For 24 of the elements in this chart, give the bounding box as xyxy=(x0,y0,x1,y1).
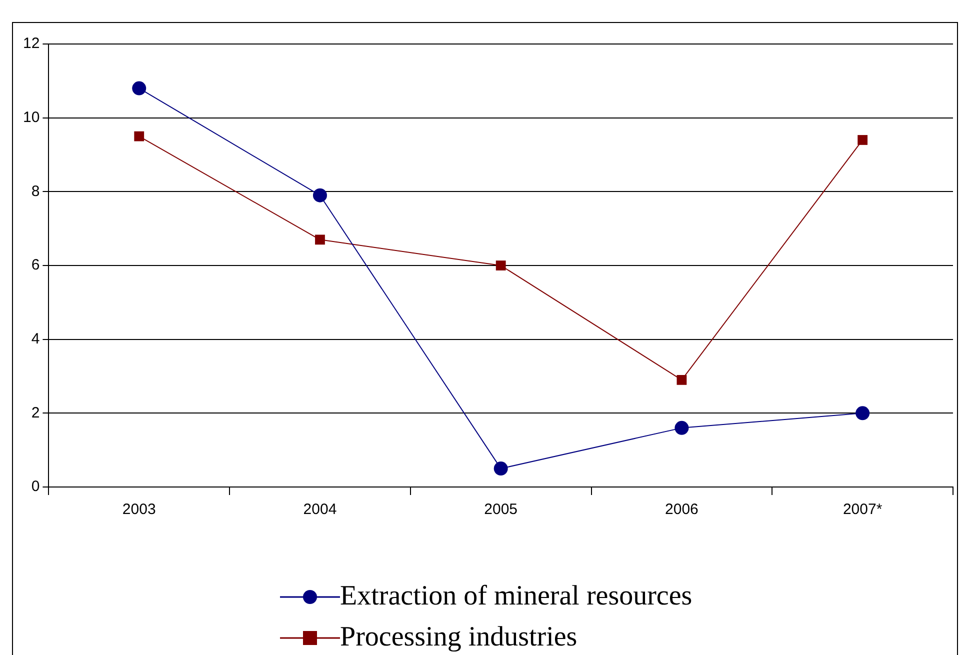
x-tick-label: 2006 xyxy=(665,501,698,518)
y-tick-label: 10 xyxy=(22,108,40,126)
x-tick-label: 2004 xyxy=(303,501,337,518)
y-tick-label: 6 xyxy=(31,256,40,274)
point xyxy=(132,81,146,96)
x-tick-label: 2003 xyxy=(122,501,156,518)
point xyxy=(134,131,144,142)
legend-label: Extraction of mineral resources xyxy=(340,580,692,612)
y-tick-label: 12 xyxy=(22,35,40,52)
point xyxy=(494,462,508,476)
point xyxy=(315,234,325,245)
x-tick-label: 2007* xyxy=(842,501,882,518)
x-tick-label: 2005 xyxy=(484,501,518,518)
point xyxy=(856,406,870,420)
point xyxy=(858,135,868,145)
point xyxy=(496,260,506,270)
y-tick-label: 8 xyxy=(31,182,40,200)
point xyxy=(674,420,689,435)
y-tick-label: 0 xyxy=(31,478,40,496)
legend-label: Processing industries xyxy=(340,621,578,652)
point xyxy=(312,188,327,202)
y-tick-label: 2 xyxy=(31,404,40,422)
y-tick-label: 4 xyxy=(31,330,40,348)
point xyxy=(676,374,687,385)
